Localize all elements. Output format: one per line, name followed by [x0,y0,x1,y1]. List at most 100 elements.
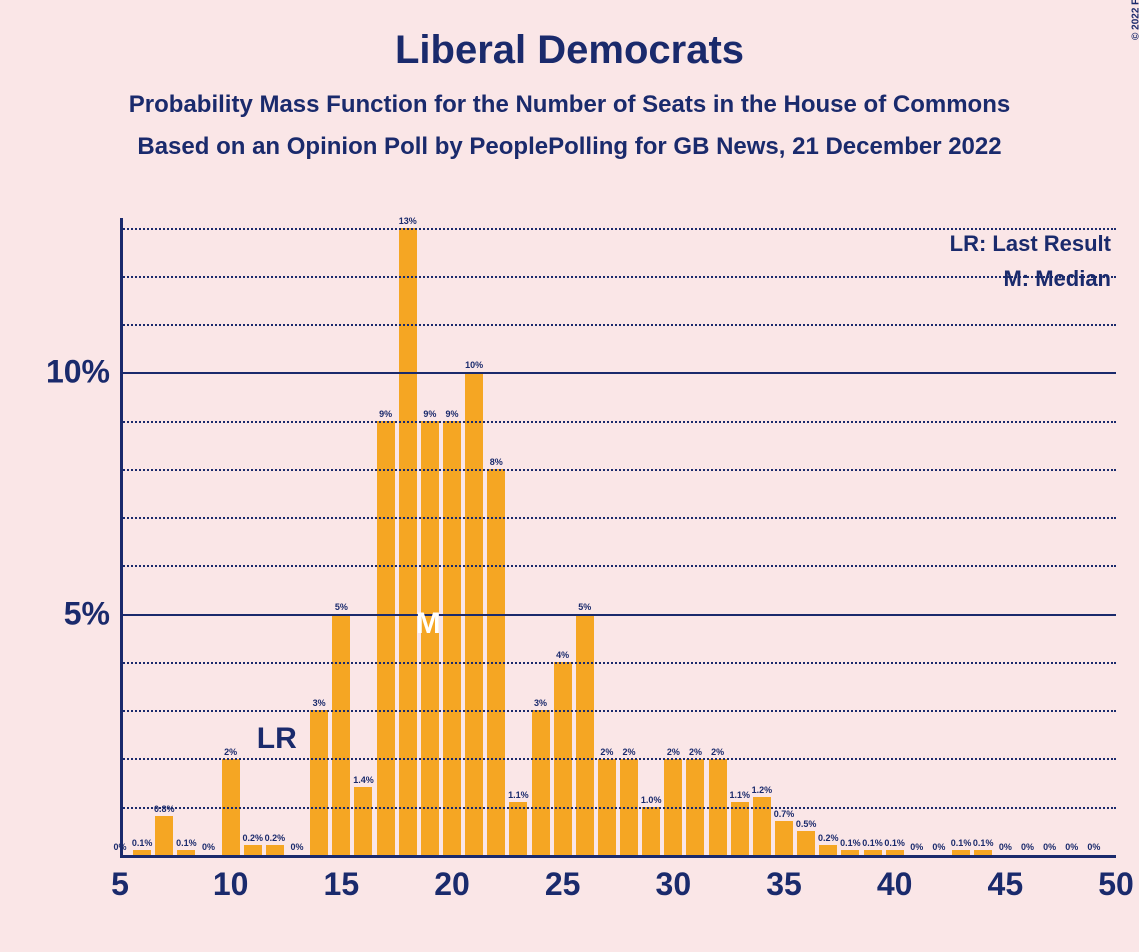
grid-minor [120,662,1116,664]
bar-value-label: 0% [1043,842,1056,852]
bar: 0% [1041,854,1059,855]
bar-value-label: 1.2% [752,785,773,795]
bar-value-label: 2% [623,747,636,757]
annotation-m: M [416,607,441,641]
bar: 0.1% [177,850,195,855]
bar-fill [819,845,837,855]
bar-value-label: 0% [1065,842,1078,852]
grid-major [120,614,1116,616]
bar: 9% [377,421,395,855]
bar: 1.0% [642,807,660,855]
bar: 0% [1018,854,1036,855]
bar-fill [532,710,550,855]
bar: 0% [288,854,306,855]
bar-fill [354,787,372,855]
y-axis-label: 10% [46,354,110,391]
bar-value-label: 13% [399,216,417,226]
bar: 5% [332,614,350,855]
bar-value-label: 0.1% [132,838,153,848]
bar: 0.1% [841,850,859,855]
grid-minor [120,565,1116,567]
bar-value-label: 10% [465,360,483,370]
bar-value-label: 0.7% [774,809,795,819]
bar: 0% [200,854,218,855]
chart-subtitle-1: Probability Mass Function for the Number… [0,91,1139,119]
bar-fill [775,821,793,855]
bar-value-label: 9% [423,409,436,419]
bar-fill [864,850,882,855]
bar: 0% [908,854,926,855]
bar-value-label: 0.1% [884,838,905,848]
x-axis-label: 20 [434,866,470,903]
bar-value-label: 2% [224,747,237,757]
y-axis-label: 5% [64,595,110,632]
bar-value-label: 0.2% [818,833,839,843]
grid-minor [120,710,1116,712]
bar: 0.1% [864,850,882,855]
bar-fill [731,802,749,855]
bar: 3% [310,710,328,855]
chart-subtitle-2: Based on an Opinion Poll by PeoplePollin… [0,133,1139,161]
bar-value-label: 0.1% [973,838,994,848]
bar: 0.1% [886,850,904,855]
bar-value-label: 0% [910,842,923,852]
bar-value-label: 0% [999,842,1012,852]
bar: 0% [930,854,948,855]
bar: 0.2% [244,845,262,855]
grid-minor [120,469,1116,471]
bar-fill [244,845,262,855]
bar-value-label: 1.0% [641,795,662,805]
bar: 0.1% [133,850,151,855]
bar-value-label: 0% [113,842,126,852]
bar-value-label: 8% [490,457,503,467]
bar-value-label: 0% [1087,842,1100,852]
x-axis-label: 35 [766,866,802,903]
bar: 0.1% [952,850,970,855]
bar-value-label: 3% [313,698,326,708]
grid-minor [120,421,1116,423]
bar-value-label: 0% [1021,842,1034,852]
bar-fill [974,850,992,855]
bar: 13% [399,228,417,855]
bar-value-label: 2% [600,747,613,757]
bar: 0.1% [974,850,992,855]
bar-value-label: 1.1% [508,790,529,800]
bar-value-label: 5% [335,602,348,612]
bar: 0.8% [155,816,173,855]
bar-value-label: 0% [202,842,215,852]
bar-value-label: 0.1% [176,838,197,848]
bar-value-label: 4% [556,650,569,660]
bar-fill [177,850,195,855]
bar-fill [576,614,594,855]
x-axis [120,855,1116,858]
bar: 1.4% [354,787,372,855]
chart-plot-area: 0%0.1%0.8%0.1%0%2%0.2%0.2%0%3%5%1.4%9%13… [120,218,1116,858]
bar: 1.1% [509,802,527,855]
bar: 0.2% [819,845,837,855]
bar-value-label: 0.1% [862,838,883,848]
bar-value-label: 0.5% [796,819,817,829]
bar: 1.1% [731,802,749,855]
x-axis-label: 10 [213,866,249,903]
bar-value-label: 0% [932,842,945,852]
x-axis-label: 25 [545,866,581,903]
grid-major [120,372,1116,374]
bar-fill [841,850,859,855]
x-axis-label: 45 [988,866,1024,903]
x-axis-label: 40 [877,866,913,903]
bar-value-label: 3% [534,698,547,708]
bar-fill [377,421,395,855]
chart-title: Liberal Democrats [0,28,1139,73]
bar: 3% [532,710,550,855]
grid-minor [120,324,1116,326]
bar: 9% [443,421,461,855]
bar-fill [509,802,527,855]
grid-minor [120,276,1116,278]
bar-value-label: 9% [445,409,458,419]
x-axis-label: 50 [1098,866,1134,903]
bar: 0% [111,854,129,855]
bar-value-label: 0.2% [243,833,264,843]
grid-minor [120,807,1116,809]
bar-fill [952,850,970,855]
bar: 5% [576,614,594,855]
